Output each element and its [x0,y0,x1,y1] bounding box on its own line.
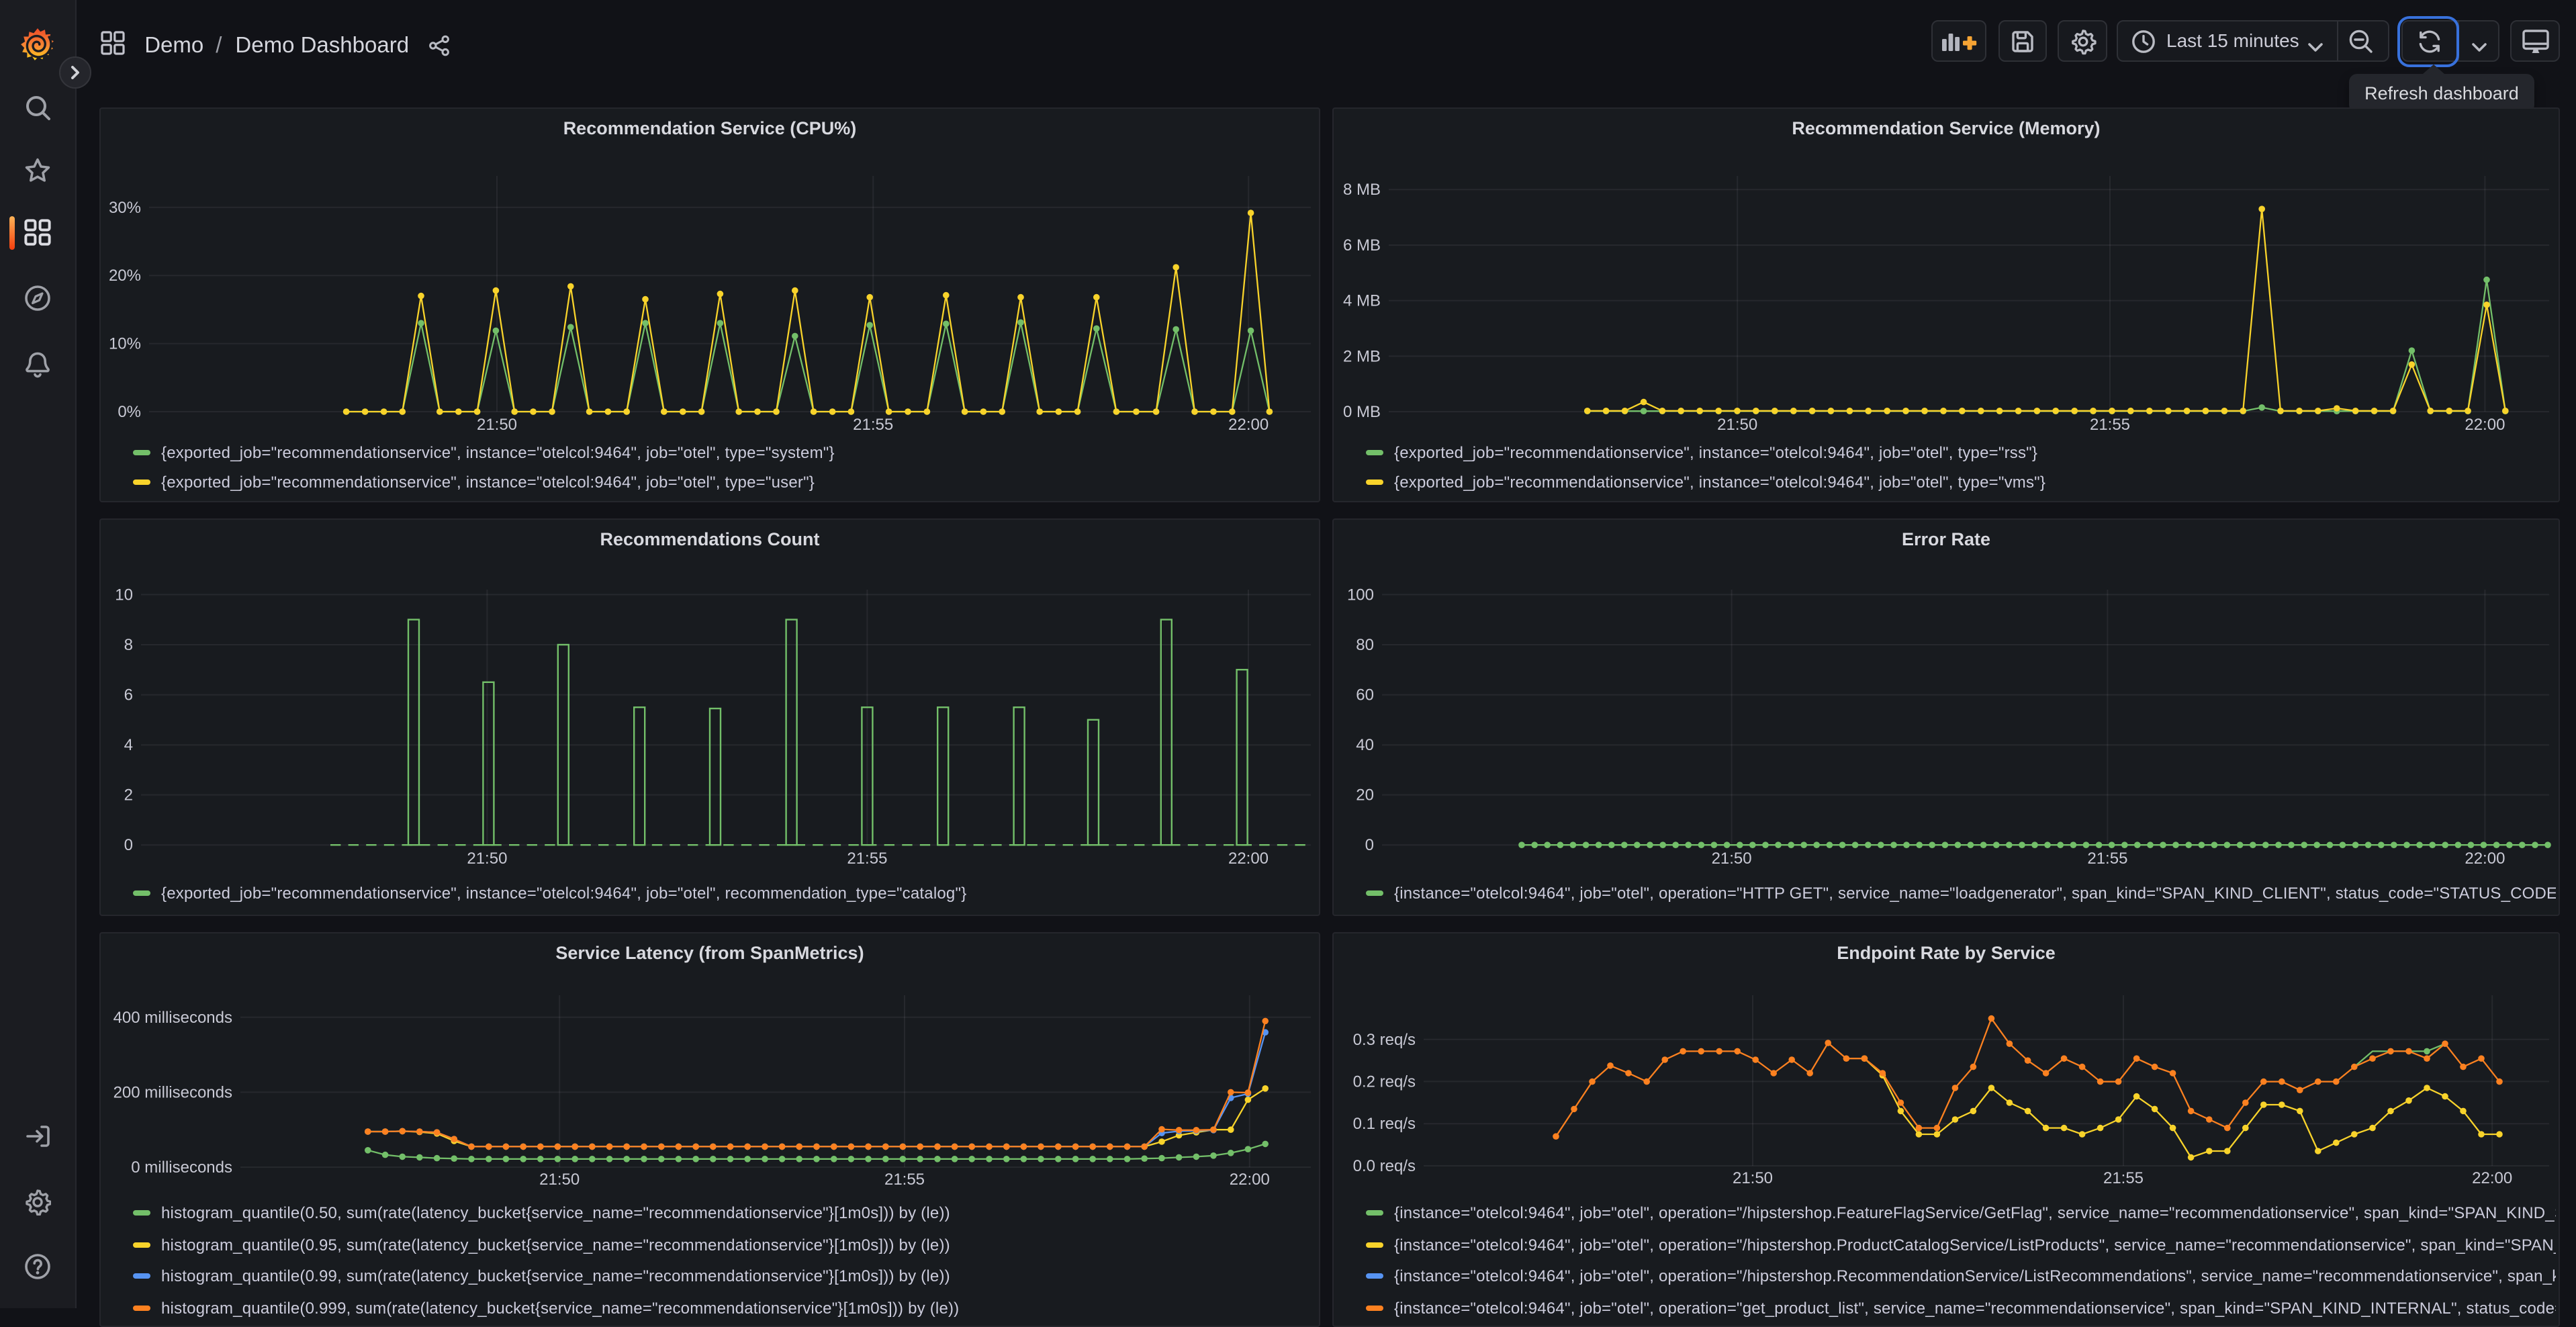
svg-text:0.2 req/s: 0.2 req/s [1353,1072,1416,1091]
svg-text:2: 2 [124,786,133,805]
svg-text:22:00: 22:00 [2465,416,2505,434]
svg-text:21:50: 21:50 [477,416,517,434]
svg-text:30%: 30% [109,199,141,217]
svg-text:21:50: 21:50 [1717,416,1757,434]
svg-text:0%: 0% [118,403,141,421]
svg-text:21:50: 21:50 [467,850,507,868]
svg-text:6 MB: 6 MB [1343,236,1381,255]
svg-text:80: 80 [1356,636,1374,654]
svg-text:21:55: 21:55 [847,850,887,868]
svg-text:20: 20 [1356,786,1374,805]
svg-text:0.0 req/s: 0.0 req/s [1353,1157,1416,1175]
svg-text:22:00: 22:00 [1228,850,1269,868]
svg-text:10: 10 [115,586,133,604]
svg-text:0: 0 [1365,836,1374,854]
svg-text:200 milliseconds: 200 milliseconds [113,1083,232,1101]
svg-text:4 MB: 4 MB [1343,292,1381,310]
svg-text:40: 40 [1356,736,1374,754]
svg-text:10%: 10% [109,335,141,353]
svg-text:0.1 req/s: 0.1 req/s [1353,1115,1416,1133]
svg-text:8 MB: 8 MB [1343,181,1381,199]
svg-text:21:55: 21:55 [2087,850,2127,868]
svg-text:22:00: 22:00 [1228,416,1269,434]
svg-text:21:50: 21:50 [539,1171,580,1189]
svg-text:21:50: 21:50 [1712,850,1752,868]
svg-text:6: 6 [124,686,133,704]
svg-text:21:50: 21:50 [1733,1169,1773,1187]
svg-text:2 MB: 2 MB [1343,347,1381,365]
svg-text:0 MB: 0 MB [1343,403,1381,421]
svg-text:100: 100 [1347,586,1374,604]
svg-text:0 milliseconds: 0 milliseconds [131,1158,232,1177]
svg-text:4: 4 [124,736,133,754]
svg-text:0.3 req/s: 0.3 req/s [1353,1031,1416,1049]
svg-text:0: 0 [124,836,133,854]
svg-text:21:55: 21:55 [2090,416,2130,434]
svg-text:60: 60 [1356,686,1374,704]
svg-text:400 milliseconds: 400 milliseconds [113,1009,232,1027]
svg-text:8: 8 [124,636,133,654]
svg-text:21:55: 21:55 [2103,1169,2144,1187]
svg-text:22:00: 22:00 [1230,1171,1270,1189]
svg-text:21:55: 21:55 [853,416,893,434]
svg-text:20%: 20% [109,267,141,285]
svg-text:22:00: 22:00 [2472,1169,2512,1187]
svg-text:21:55: 21:55 [884,1171,925,1189]
svg-text:22:00: 22:00 [2465,850,2505,868]
